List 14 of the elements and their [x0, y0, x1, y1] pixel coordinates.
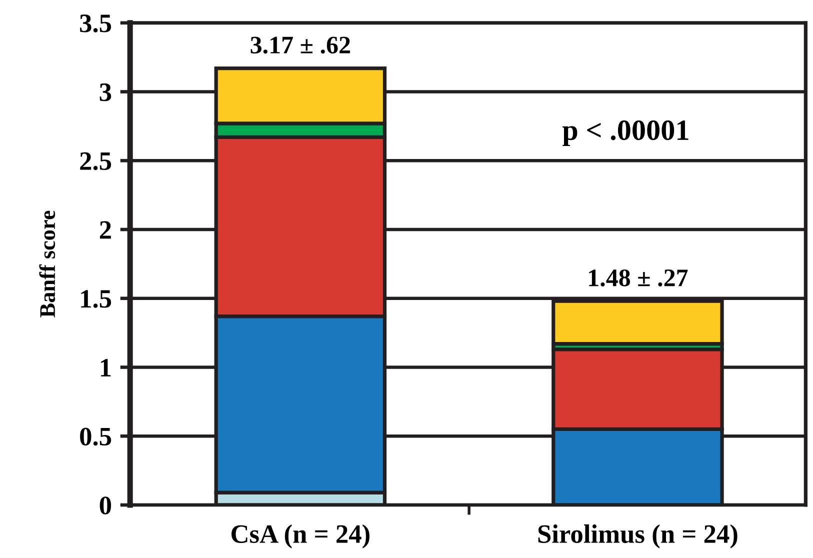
y-tick-label: 2.5	[80, 152, 112, 170]
y-tick-label: 0	[100, 496, 112, 514]
y-tick-label: 1	[100, 358, 111, 376]
annotation: p < .00001	[562, 120, 688, 146]
x-tick-label: Sirolimus (n = 24)	[538, 524, 738, 548]
y-tick-label: 3	[100, 83, 112, 102]
y-axis-title: Banff score	[39, 210, 56, 318]
y-tick-label: 2	[100, 221, 111, 239]
x-tick-label: CsA (n = 24)	[232, 524, 370, 548]
annotation: 3.17 ± .62	[250, 36, 350, 54]
y-tick-label: 3.5	[80, 14, 112, 32]
annotation: 1.48 ± .27	[589, 269, 688, 286]
y-tick-label: 1.5	[81, 290, 112, 308]
y-tick-label: 0.5	[80, 428, 112, 446]
